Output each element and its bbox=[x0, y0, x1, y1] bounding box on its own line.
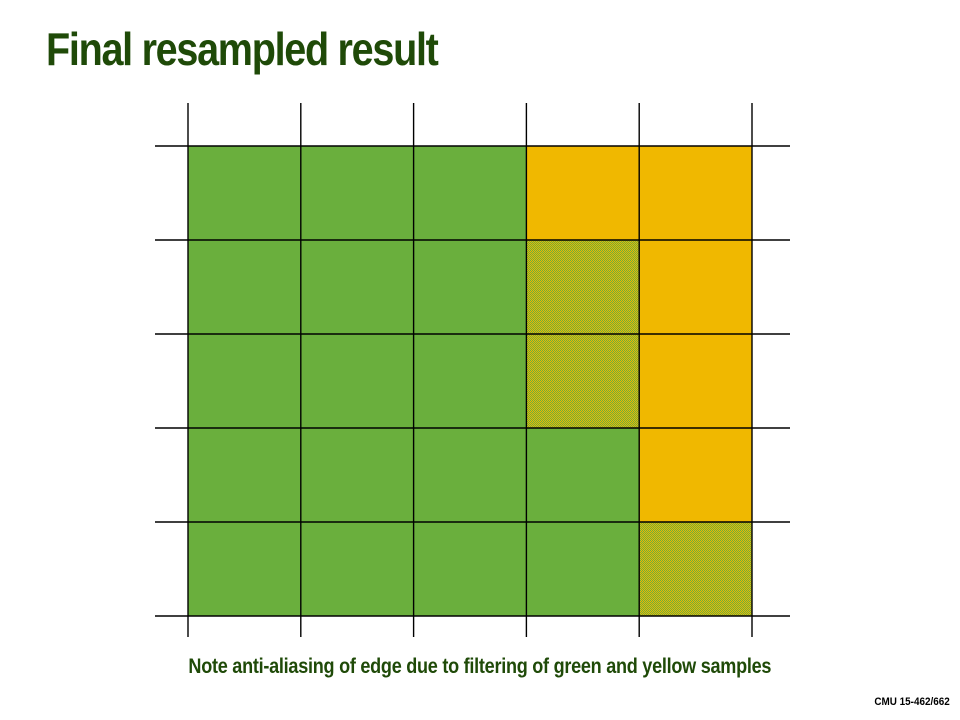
caption-text: Note anti-aliasing of edge due to filter… bbox=[188, 655, 772, 678]
pixel-cell-green bbox=[526, 428, 640, 523]
pixel-cell-green bbox=[188, 428, 302, 523]
pixel-cell-green bbox=[188, 522, 302, 617]
pixel-cell-yellow bbox=[639, 334, 753, 429]
pixel-cell-green bbox=[413, 146, 527, 241]
pixel-cell-green bbox=[413, 428, 527, 523]
pixel-cell-green bbox=[188, 146, 302, 241]
pixel-cell-yellow bbox=[639, 146, 753, 241]
pixel-cell-yellow bbox=[526, 146, 640, 241]
slide-title: Final resampled result bbox=[46, 23, 439, 75]
pixel-cell-green bbox=[300, 522, 415, 617]
pixel-cell-yellow bbox=[639, 428, 753, 523]
pixel-cell-blend bbox=[639, 522, 753, 617]
pixel-cell-green bbox=[300, 240, 415, 335]
pixel-cell-green bbox=[413, 240, 527, 335]
pixel-cell-green bbox=[526, 522, 640, 617]
pixel-cell-green bbox=[413, 334, 527, 429]
pixel-cell-green bbox=[188, 240, 302, 335]
pixel-cell-green bbox=[300, 428, 415, 523]
pixel-cell-green bbox=[300, 146, 415, 241]
course-footer: CMU 15-462/662 bbox=[874, 696, 950, 708]
slide-caption: Note anti-aliasing of edge due to filter… bbox=[0, 655, 960, 679]
pixel-cell-blend bbox=[526, 240, 640, 335]
pixel-cell-yellow bbox=[639, 240, 753, 335]
pixel-cell-blend bbox=[526, 334, 640, 429]
pixel-cell-green bbox=[300, 334, 415, 429]
pixel-cell-green bbox=[188, 334, 302, 429]
pixel-cell-green bbox=[413, 522, 527, 617]
